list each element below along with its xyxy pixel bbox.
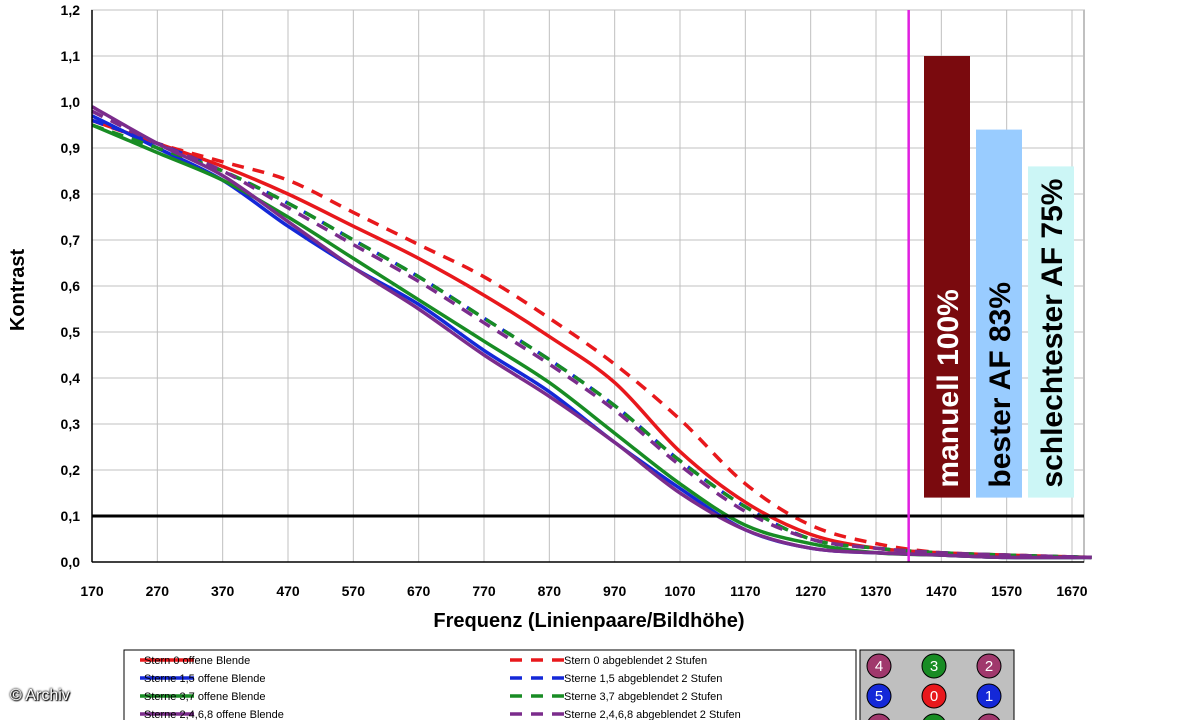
- x-tick-label: 370: [211, 583, 235, 599]
- star-dot-label: 2: [985, 658, 993, 675]
- x-tick-label: 1070: [664, 583, 695, 599]
- star-dot: [866, 653, 892, 679]
- legend-label: Sterne 3,7 abgeblendet 2 Stufen: [564, 691, 722, 703]
- y-tick-label: 0,5: [61, 324, 81, 340]
- y-tick-label: 0,8: [61, 186, 81, 202]
- series-line-8: [91, 109, 1092, 560]
- x-tick-label: 570: [342, 583, 366, 599]
- star-dot-label: 3: [930, 658, 938, 675]
- star-dot: [868, 713, 890, 720]
- y-tick-label: 1,2: [61, 2, 81, 18]
- star-position-grid: 4 3 2 5 0 1: [859, 649, 1015, 720]
- y-tick-label: 1,0: [61, 94, 81, 110]
- bar-label: manuell 100%: [932, 289, 965, 487]
- legend-label: Sterne 2,4,6,8 offene Blende: [144, 709, 284, 720]
- bar-3: [1028, 166, 1074, 498]
- y-tick-label: 0,4: [61, 370, 81, 386]
- legend-label: Sterne 1,5 offene Blende: [144, 673, 266, 685]
- reference-lines: [92, 10, 1084, 562]
- y-tick-label: 0,3: [61, 416, 81, 432]
- bar-label: bester AF 83%: [984, 282, 1017, 488]
- y-tick-label: 0,9: [61, 140, 81, 156]
- star-dot: [921, 653, 947, 679]
- copyright-notice: © Archiv: [10, 687, 70, 704]
- star-dot-label: 5: [875, 688, 883, 705]
- legend-label: Stern 0 abgeblendet 2 Stufen: [564, 655, 707, 667]
- y-tick-label: 0,7: [61, 232, 81, 248]
- y-tick-label: 0,2: [61, 462, 81, 478]
- x-tick-label: 670: [407, 583, 431, 599]
- x-tick-label: 970: [603, 583, 627, 599]
- star-dot-label: 4: [875, 658, 883, 675]
- x-tick-label: 170: [80, 583, 104, 599]
- series-line-2: [91, 118, 1092, 560]
- y-tick-label: 0,0: [61, 554, 81, 570]
- x-tick-label: 1270: [795, 583, 826, 599]
- legend: Stern 0 offene Blende Sterne 1,5 offene B…: [123, 649, 857, 720]
- legend-label: Sterne 1,5 abgeblendet 2 Stufen: [564, 673, 722, 685]
- x-tick-label: 870: [538, 583, 562, 599]
- y-tick-label: 1,1: [61, 48, 81, 64]
- star-dot-label: 1: [985, 688, 993, 705]
- y-tick-label: 0,6: [61, 278, 81, 294]
- grid-layer: [91, 9, 1085, 563]
- legend-box: [123, 649, 857, 720]
- star-dot: [976, 683, 1002, 709]
- star-dot: [923, 713, 945, 720]
- x-tick-label: 270: [146, 583, 170, 599]
- legend-label: Sterne 3,7 offene Blende: [144, 691, 266, 703]
- x-tick-label: 470: [276, 583, 300, 599]
- x-tick-label: 770: [472, 583, 496, 599]
- x-tick-label: 1470: [926, 583, 957, 599]
- star-dot: [921, 683, 947, 709]
- bar-2: [976, 129, 1022, 498]
- legend-label: Stern 0 offene Blende: [144, 655, 250, 667]
- star-dot-label: 0: [930, 688, 938, 705]
- bar-label: schlechtester AF 75%: [1036, 179, 1069, 488]
- bars-layer: manuell 100% bester AF 83% schlechtester A…: [924, 56, 1074, 498]
- legend-label: Sterne 2,4,6,8 abgeblendet 2 Stufen: [564, 709, 741, 720]
- y-axis-title: Kontrast: [7, 249, 29, 332]
- bar-1: [924, 56, 970, 498]
- axis-layer: 0,0 0,1 0,2 0,3 0,4 0,5 0,6 0,7 0,8 0,9 1,0 1,1 1,2 1…: [61, 2, 1088, 599]
- star-dot: [976, 653, 1002, 679]
- x-tick-label: 1370: [860, 583, 891, 599]
- x-tick-label: 1670: [1056, 583, 1087, 599]
- y-tick-label: 0,1: [61, 508, 81, 524]
- x-axis-title: Frequenz (Linienpaare/Bildhöhe): [433, 610, 744, 632]
- series-line-7: [91, 105, 1092, 560]
- x-tick-label: 1570: [991, 583, 1022, 599]
- series-line-6: [91, 123, 1092, 560]
- x-tick-label: 1170: [730, 583, 761, 599]
- lines-layer: [91, 105, 1092, 560]
- star-dot: [978, 713, 1000, 720]
- series-line-1: [91, 118, 1092, 560]
- star-dot: [866, 683, 892, 709]
